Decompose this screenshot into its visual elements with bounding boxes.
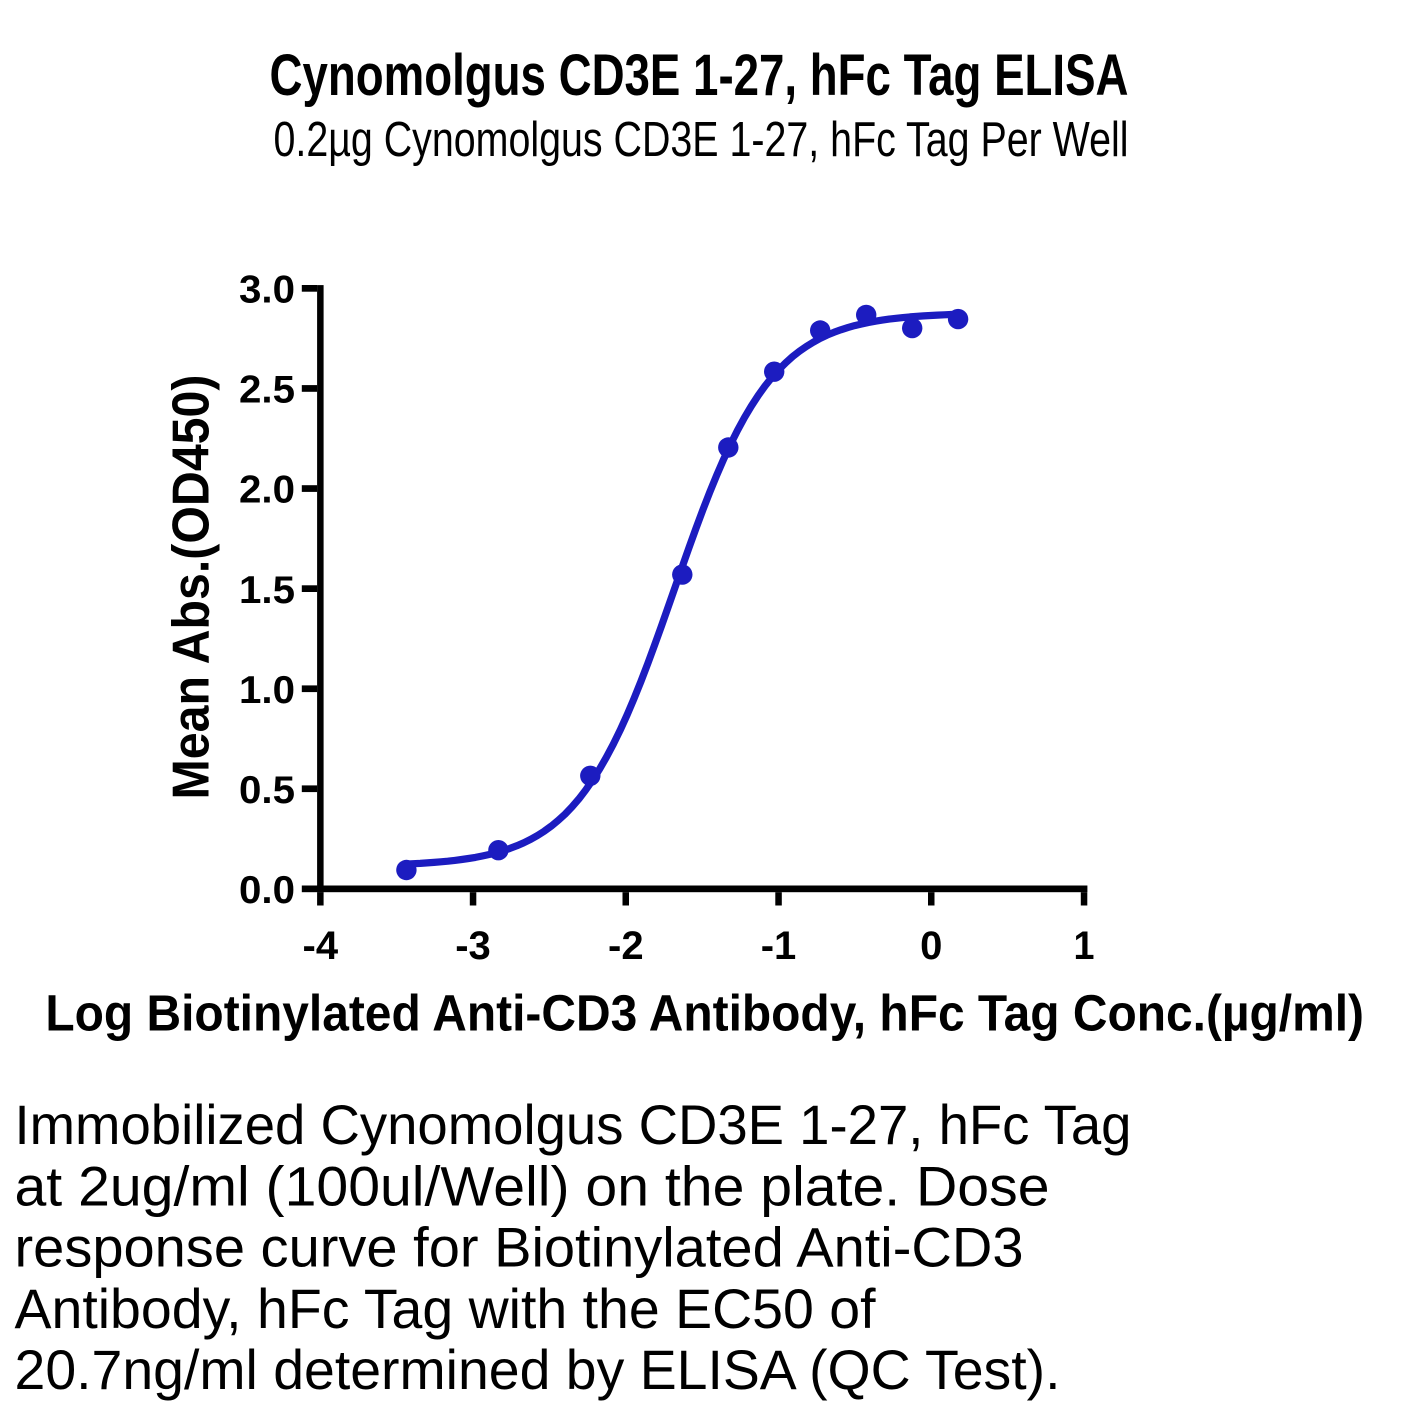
svg-text:0.0: 0.0 [239, 869, 295, 912]
svg-text:2.0: 2.0 [239, 469, 295, 512]
svg-text:0.5: 0.5 [239, 769, 295, 812]
svg-text:-2: -2 [608, 924, 644, 968]
svg-text:Immobilized Cynomolgus CD3E 1-: Immobilized Cynomolgus CD3E 1-27, hFc Ta… [15, 1094, 1132, 1156]
svg-text:1: 1 [1074, 924, 1095, 968]
svg-text:response curve for Biotinylate: response curve for Biotinylated Anti-CD3 [15, 1217, 1024, 1279]
svg-text:1.5: 1.5 [239, 569, 295, 612]
svg-text:0: 0 [920, 924, 942, 968]
svg-text:2.5: 2.5 [239, 369, 295, 412]
svg-text:at 2ug/ml (100ul/Well) on the: at 2ug/ml (100ul/Well) on the plate. Dos… [15, 1155, 1050, 1217]
svg-text:Cynomolgus CD3E 1-27, hFc Tag: Cynomolgus CD3E 1-27, hFc Tag ELISA [270, 43, 1129, 108]
svg-text:-3: -3 [455, 924, 491, 968]
svg-text:3.0: 3.0 [239, 269, 295, 312]
svg-text:-1: -1 [761, 924, 797, 968]
svg-text:Antibody, hFc Tag with the EC5: Antibody, hFc Tag with the EC50 of [15, 1278, 877, 1340]
svg-text:Log Biotinylated Anti-CD3 Anti: Log Biotinylated Anti-CD3 Antibody, hFc … [45, 984, 1364, 1041]
svg-text:1.0: 1.0 [239, 669, 295, 712]
svg-text:0.2µg Cynomolgus CD3E 1-27, hF: 0.2µg Cynomolgus CD3E 1-27, hFc Tag Per … [274, 112, 1129, 167]
svg-text:Mean Abs.(OD450): Mean Abs.(OD450) [163, 375, 221, 800]
svg-text:20.7ng/ml determined by ELISA: 20.7ng/ml determined by ELISA (QC Test). [15, 1339, 1061, 1401]
svg-text:-4: -4 [303, 924, 339, 968]
